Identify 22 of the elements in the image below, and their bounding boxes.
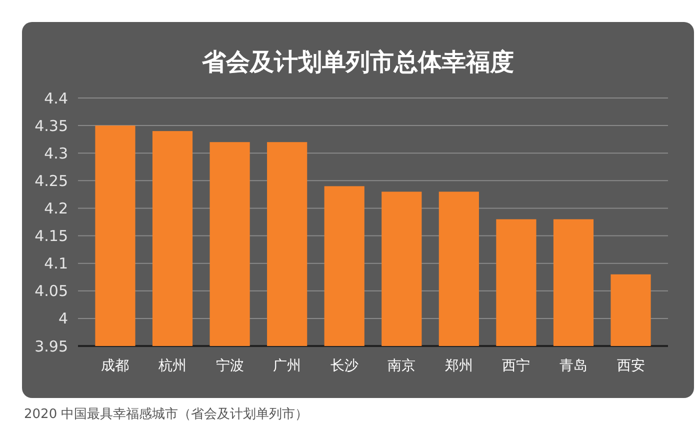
y-tick-label: 4.4 <box>44 89 68 108</box>
x-tick-label: 郑州 <box>444 358 473 374</box>
x-tick-label: 宁波 <box>216 358 244 374</box>
y-tick-label: 3.95 <box>34 337 68 356</box>
y-tick-label: 4 <box>58 310 68 328</box>
y-tick-label: 4.2 <box>44 199 68 218</box>
y-tick-label: 4.35 <box>34 116 68 135</box>
y-tick-label: 4.1 <box>44 254 68 273</box>
chart-title: 省会及计划单列市总体幸福度 <box>201 48 514 76</box>
x-tick-label: 西安 <box>616 358 645 374</box>
y-tick-label: 4.05 <box>34 282 68 300</box>
x-tick-label: 杭州 <box>158 358 187 374</box>
x-tick-label: 广州 <box>273 358 302 374</box>
x-tick-label: 长沙 <box>330 358 358 374</box>
text: 2020 中国最具幸福感城市（省会及计划单列市） <box>24 407 308 422</box>
x-tick-label: 成都 <box>101 358 130 374</box>
x-tick-label: 西宁 <box>502 358 530 374</box>
y-tick-label: 4.15 <box>34 227 68 246</box>
y-tick-label: 4.25 <box>34 172 68 190</box>
y-tick-label: 4.3 <box>44 144 68 162</box>
x-tick-label: 南京 <box>388 358 416 374</box>
x-tick-label: 青岛 <box>559 358 588 374</box>
